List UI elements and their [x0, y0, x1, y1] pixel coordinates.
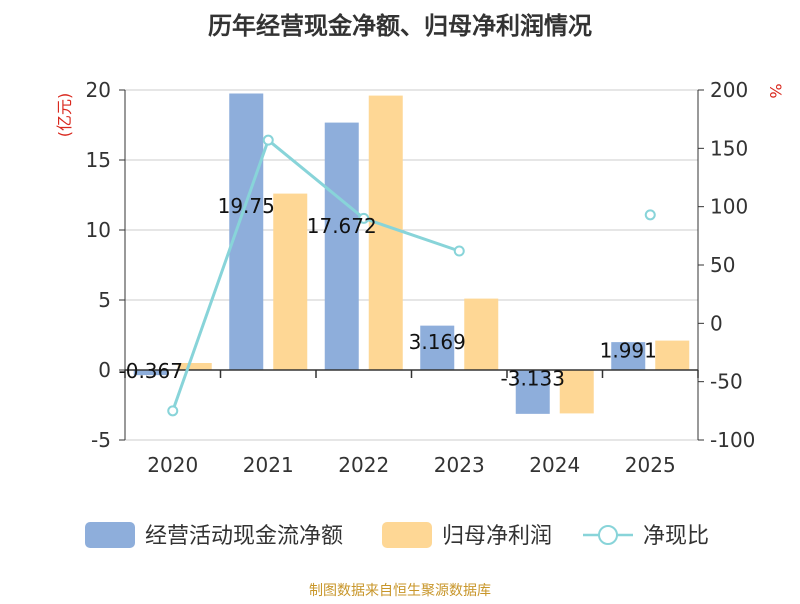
- left-axis-tick-label: 0: [98, 358, 111, 382]
- right-axis-tick-label: 200: [710, 78, 748, 102]
- ratio-point: [644, 209, 656, 221]
- cash-flow-data-label: 17.672: [307, 214, 377, 238]
- cash-flow-bar: [133, 370, 168, 376]
- right-axis-tick-label: -100: [710, 428, 755, 452]
- cash-flow-data-label: 3.169: [409, 330, 466, 354]
- legend-profit-swatch: [382, 522, 432, 548]
- right-axis-tick-label: 50: [710, 253, 735, 277]
- cash-flow-bar: [611, 342, 646, 370]
- chart-title: 历年经营现金净额、归母净利润情况: [208, 12, 592, 40]
- right-axis-unit: %: [766, 83, 785, 98]
- net-profit-bar: [368, 95, 403, 370]
- right-axis-tick-label: 0: [710, 311, 723, 335]
- x-axis-tick-label: 2023: [434, 453, 485, 477]
- legend-profit-label: 归母净利润: [442, 524, 552, 549]
- ratio-point: [453, 245, 465, 257]
- right-axis-tick-label: -50: [710, 370, 743, 394]
- ratio-line: [171, 137, 460, 412]
- x-axis-tick-label: 2025: [625, 453, 676, 477]
- x-axis-tick-label: 2024: [529, 453, 580, 477]
- left-axis-tick-label: -5: [91, 428, 111, 452]
- right-axis-tick-label: 150: [710, 136, 748, 160]
- cash-flow-data-label: -0.367: [119, 359, 183, 383]
- source-note: 制图数据来自恒生聚源数据库: [309, 583, 491, 599]
- left-axis-tick-label: 5: [98, 288, 111, 312]
- left-axis-tick-label: 15: [86, 148, 111, 172]
- left-axis-tick-label: 20: [86, 78, 111, 102]
- net-profit-bar: [177, 363, 212, 370]
- legend-ratio-label: 净现比: [643, 524, 709, 549]
- right-axis-tick-label: 100: [710, 195, 748, 219]
- cash-flow-data-label: 1.991: [600, 338, 657, 362]
- net-profit-bar: [273, 193, 308, 370]
- x-axis-tick-label: 2020: [147, 453, 198, 477]
- legend-cash-swatch: [85, 522, 135, 548]
- left-axis-unit: (亿元): [55, 93, 74, 138]
- net-profit-bar: [464, 298, 499, 370]
- net-profit-bar: [559, 370, 594, 414]
- legend-ratio-marker: [598, 525, 618, 545]
- ratio-point: [167, 405, 179, 417]
- cash-flow-bar: [324, 122, 359, 370]
- ratio-point: [358, 212, 370, 224]
- ratio-point: [262, 134, 274, 146]
- cash-flow-data-label: 19.75: [218, 194, 275, 218]
- left-axis-tick-label: 10: [86, 218, 111, 242]
- cash-flow-bar: [515, 370, 550, 414]
- cash-flow-bar: [420, 325, 455, 370]
- x-axis-tick-label: 2022: [338, 453, 389, 477]
- net-profit-bar: [655, 340, 690, 370]
- cash-flow-data-label: -3.133: [501, 366, 565, 390]
- x-axis-tick-label: 2021: [243, 453, 294, 477]
- legend-cash-label: 经营活动现金流净额: [145, 524, 343, 549]
